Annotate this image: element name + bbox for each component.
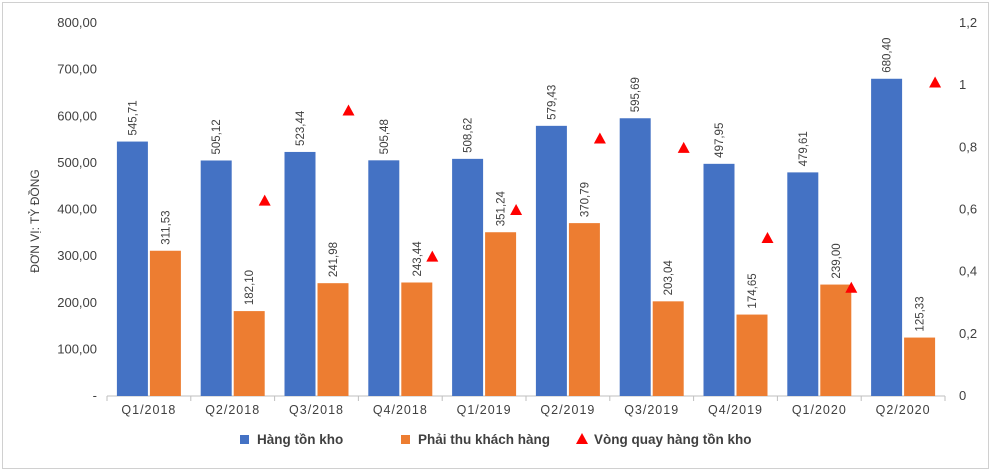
y-axis-label: ĐƠN VỊ: TỶ ĐỒNG bbox=[27, 169, 42, 272]
bar bbox=[787, 172, 819, 396]
data-label: 174,65 bbox=[747, 273, 759, 308]
bar bbox=[904, 337, 936, 396]
bar bbox=[200, 160, 232, 396]
triangle-marker bbox=[929, 76, 942, 88]
data-label: 311,53 bbox=[160, 210, 172, 244]
triangle-marker bbox=[258, 194, 271, 206]
y2-tick-label: 0,4 bbox=[959, 264, 977, 279]
y-tick-label: 100,00 bbox=[57, 341, 97, 356]
y2-tick-label: 0,6 bbox=[959, 202, 977, 217]
x-tick-label: Q3/2018 bbox=[289, 403, 344, 417]
y-tick-label: 300,00 bbox=[57, 248, 97, 263]
triangle-marker bbox=[593, 132, 606, 144]
data-label: 243,44 bbox=[412, 241, 424, 277]
data-label: 595,69 bbox=[630, 77, 642, 112]
data-label: 523,44 bbox=[295, 110, 307, 146]
y2-tick-label: 0,8 bbox=[959, 139, 977, 154]
y2-tick-label: 1 bbox=[959, 77, 966, 92]
data-label: 497,95 bbox=[714, 123, 726, 158]
y-tick-label: 400,00 bbox=[57, 202, 97, 217]
bar bbox=[452, 158, 484, 396]
data-label: 680,40 bbox=[882, 38, 894, 73]
data-label: 203,04 bbox=[663, 260, 675, 296]
y2-tick-label: 0,2 bbox=[959, 326, 977, 341]
data-label: 125,33 bbox=[915, 296, 927, 331]
bar bbox=[284, 151, 316, 396]
bar bbox=[317, 283, 349, 396]
bar bbox=[116, 141, 148, 396]
y-tick-label: 200,00 bbox=[57, 295, 97, 310]
bar bbox=[401, 282, 433, 396]
data-label: 182,10 bbox=[244, 270, 256, 305]
bar bbox=[736, 314, 768, 396]
bar bbox=[368, 160, 400, 396]
bar bbox=[485, 232, 517, 396]
legend-swatch bbox=[240, 435, 249, 444]
x-tick-label: Q1/2019 bbox=[457, 403, 512, 417]
x-tick-label: Q1/2020 bbox=[792, 403, 847, 417]
data-label: 505,48 bbox=[379, 119, 391, 154]
data-label: 579,43 bbox=[546, 85, 558, 120]
y-tick-label: 600,00 bbox=[57, 108, 97, 123]
legend-swatch bbox=[576, 433, 588, 444]
y-tick-label: 700,00 bbox=[57, 62, 97, 77]
x-tick-label: Q2/2019 bbox=[540, 403, 595, 417]
bar bbox=[619, 118, 651, 397]
y2-tick-label: 1,2 bbox=[959, 15, 977, 30]
chart: ĐƠN VỊ: TỶ ĐỒNG - 100,00 200,00 300,00 400,0… bbox=[27, 15, 977, 447]
triangle-marker bbox=[845, 281, 858, 293]
triangle-marker bbox=[342, 104, 355, 116]
data-label: 479,61 bbox=[798, 131, 810, 166]
data-label: 239,00 bbox=[831, 243, 843, 278]
triangle-marker bbox=[510, 204, 523, 215]
bar bbox=[568, 223, 600, 396]
triangle-marker bbox=[677, 141, 690, 153]
y-tick-label: 800,00 bbox=[57, 15, 97, 30]
bar bbox=[703, 163, 735, 396]
x-tick-label: Q4/2019 bbox=[708, 403, 763, 417]
data-label: 508,62 bbox=[463, 118, 475, 153]
bar bbox=[871, 78, 903, 397]
bar bbox=[820, 284, 852, 396]
x-tick-label: Q1/2018 bbox=[121, 403, 176, 417]
x-tick-label: Q3/2019 bbox=[624, 403, 679, 417]
y-tick-label: 500,00 bbox=[57, 155, 97, 170]
data-label: 505,12 bbox=[211, 119, 223, 154]
x-tick-label: Q2/2020 bbox=[876, 403, 931, 417]
data-label: 370,79 bbox=[579, 182, 591, 217]
x-tick-label: Q2/2018 bbox=[205, 403, 260, 417]
y-tick-label: - bbox=[93, 388, 97, 403]
legend-label: Hàng tồn kho bbox=[257, 432, 343, 447]
data-label: 545,71 bbox=[127, 100, 139, 135]
bar bbox=[233, 311, 265, 396]
triangle-marker bbox=[426, 250, 439, 262]
legend-swatch bbox=[401, 435, 410, 444]
triangle-marker bbox=[761, 231, 774, 243]
x-tick-label: Q4/2018 bbox=[373, 403, 428, 417]
data-label: 241,98 bbox=[328, 242, 340, 277]
legend-label: Phải thu khách hàng bbox=[418, 432, 550, 447]
legend-label: Vòng quay hàng tồn kho bbox=[594, 432, 752, 447]
y2-tick-label: 0 bbox=[959, 388, 966, 403]
bar bbox=[652, 301, 684, 396]
chart-frame: ĐƠN VỊ: TỶ ĐỒNG - 100,00 200,00 300,00 400,0… bbox=[2, 2, 989, 469]
bar bbox=[149, 250, 181, 396]
bar bbox=[535, 125, 567, 396]
data-label: 351,24 bbox=[496, 190, 508, 226]
